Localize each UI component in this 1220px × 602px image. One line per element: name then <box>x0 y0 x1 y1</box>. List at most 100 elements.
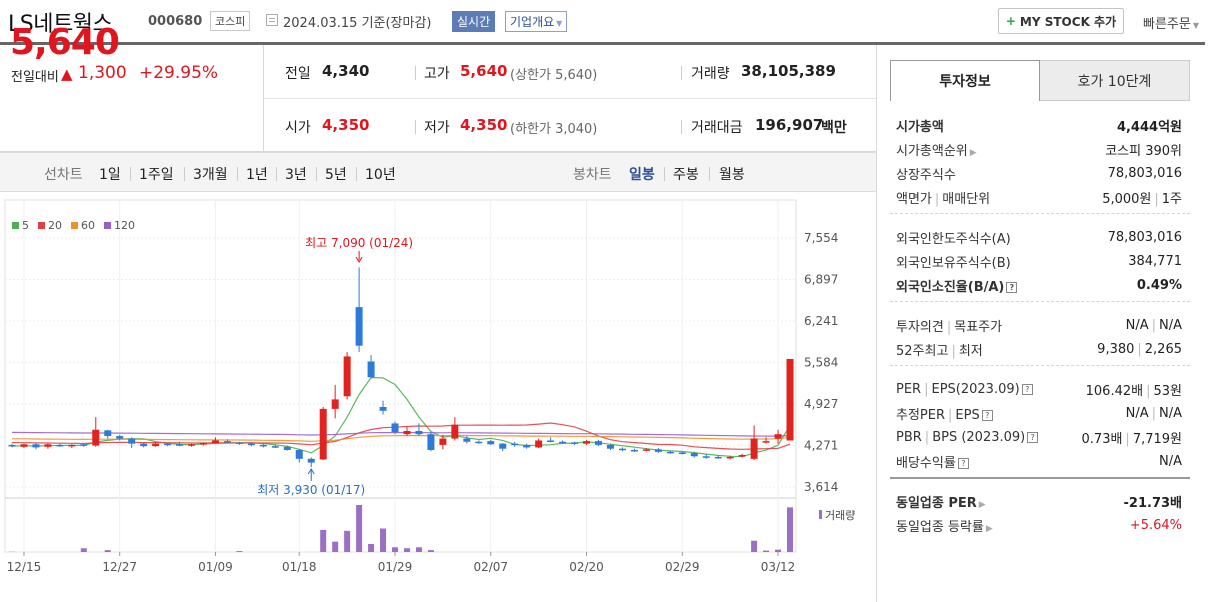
invest-row-label: 투자의견 | 목표주가 <box>896 316 1002 335</box>
invest-row: 시가총액순위 ▶ 코스피 390위 <box>896 137 1182 161</box>
label-text: 목표주가 <box>954 319 1003 335</box>
chevron-down-icon: ▼ <box>1192 21 1199 30</box>
candle-body <box>176 444 184 446</box>
period-1d[interactable]: 1일 <box>99 167 121 183</box>
chevron-down-icon: ▼ <box>556 19 563 28</box>
chevron-right-icon[interactable]: ▶ <box>985 523 993 534</box>
invest-row-value: 4,444억원 <box>1117 116 1182 135</box>
x-tick-label: 02/20 <box>569 560 604 574</box>
invest-row: 동일업종 등락률 ▶ +5.64% <box>896 513 1182 537</box>
invest-row-value: 코스피 390위 <box>1105 140 1182 159</box>
high-label: 고가 <box>424 66 450 82</box>
volume-legend-swatch <box>819 510 822 519</box>
invest-row: PER | EPS(2023.09)? 106.42배 | 53원 <box>896 377 1182 401</box>
label-text: 추정PER <box>896 407 946 423</box>
prev-close-label: 전일 <box>285 66 311 82</box>
candle-daily[interactable]: 일봉 <box>629 167 655 183</box>
market-badge: 코스피 <box>210 11 251 31</box>
company-overview-dropdown[interactable]: 기업개요 ▼ <box>505 11 568 32</box>
separator: | <box>934 191 940 207</box>
legend-label: 20 <box>48 219 62 232</box>
candle-body <box>319 408 327 460</box>
separator: | <box>1137 341 1142 357</box>
invest-row-value: 0.73배 | 7,719원 <box>1082 428 1182 447</box>
candle-body <box>786 358 794 441</box>
ma-line-60 <box>11 434 791 442</box>
candle-body <box>259 444 267 447</box>
label-text: 시가총액순위 <box>896 143 968 159</box>
period-3m[interactable]: 3개월 <box>193 167 228 183</box>
divider <box>263 98 876 99</box>
candle-body <box>714 456 722 459</box>
chevron-right-icon[interactable]: ▶ <box>978 499 986 510</box>
y-tick-label: 5,584 <box>804 356 838 370</box>
help-icon[interactable]: ? <box>981 409 993 421</box>
separator <box>681 120 682 134</box>
invest-row: 외국인보유주식수(B) 384,771 <box>896 249 1182 273</box>
value-text: 2,265 <box>1144 341 1182 357</box>
value-text: N/A <box>1125 317 1149 333</box>
candle-body <box>211 440 219 444</box>
period-1w[interactable]: 1주일 <box>139 167 174 183</box>
invest-row: 동일업종 PER ▶ -21.73배 <box>896 489 1182 513</box>
help-icon[interactable]: ? <box>1027 431 1039 443</box>
period-5y[interactable]: 5년 <box>325 167 347 183</box>
tab-order-book[interactable]: 호가 10단계 <box>1040 60 1190 101</box>
invest-row-value: 5,000원 | 1주 <box>1102 188 1182 207</box>
add-my-stock-button[interactable]: + MY STOCK 추가 <box>998 8 1124 34</box>
value-text: 0.49% <box>1136 277 1182 293</box>
x-tick-label: 01/29 <box>378 560 413 574</box>
help-icon[interactable]: ? <box>1006 281 1018 293</box>
separator <box>276 167 277 181</box>
candle-body <box>678 452 686 454</box>
chevron-right-icon[interactable]: ▶ <box>969 147 977 158</box>
candle-body <box>583 441 591 444</box>
label-text: 시가총액 <box>896 119 944 135</box>
volume-bar <box>236 551 243 552</box>
candle-body <box>8 444 16 447</box>
realtime-button[interactable]: 실시간 <box>452 11 496 32</box>
candle-weekly[interactable]: 주봉 <box>673 167 699 183</box>
invest-row: 외국인한도주식수(A) 78,803,016 <box>896 225 1182 249</box>
candle-body <box>68 444 76 447</box>
label-text: 동일업종 등락률 <box>896 519 984 535</box>
separator: | <box>1146 383 1151 399</box>
volume-bar <box>403 548 410 552</box>
candle-body <box>439 438 447 445</box>
section-divider <box>890 477 1190 479</box>
invest-row-label: 상장주식수 <box>896 164 956 183</box>
volume-bar <box>368 544 375 552</box>
label-text: 배당수익률 <box>896 455 956 471</box>
legend-label: 120 <box>114 219 135 232</box>
period-3y[interactable]: 3년 <box>285 167 307 183</box>
candle-body <box>499 443 507 449</box>
price-chart[interactable]: 3,614 4,271 4,927 5,584 6,241 6,897 7,554 12/15… <box>0 195 876 602</box>
legend-item: 5 <box>12 219 29 232</box>
invest-row: 52주최고 | 최저 9,380 | 2,265 <box>896 337 1182 361</box>
candle-body <box>331 399 339 409</box>
y-tick-label: 4,271 <box>804 438 838 452</box>
help-icon[interactable]: ? <box>1021 383 1033 395</box>
volume-bar <box>344 530 351 552</box>
candle-body <box>606 444 614 449</box>
candle-body <box>618 448 626 451</box>
candle-body <box>427 434 435 450</box>
label-text: 외국인소진율(B/A) <box>896 279 1005 295</box>
period-1y[interactable]: 1년 <box>246 167 268 183</box>
candle-body <box>642 449 650 451</box>
stock-name: LS네트웍스 <box>8 12 113 37</box>
label-text: 외국인보유주식수(B) <box>896 255 1011 271</box>
invest-row: 상장주식수 78,803,016 <box>896 161 1182 185</box>
legend-item: 120 <box>104 219 135 232</box>
period-10y[interactable]: 10년 <box>365 167 396 183</box>
label-text: PBR <box>896 429 922 445</box>
volume-label: 거래량 <box>825 509 855 522</box>
legend-swatch <box>71 222 78 229</box>
tab-invest-info[interactable]: 투자정보 <box>890 60 1040 101</box>
volume-label: 거래량 <box>691 66 730 82</box>
help-icon[interactable]: ? <box>957 457 969 469</box>
candle-monthly[interactable]: 월봉 <box>719 167 745 183</box>
quick-order-dropdown[interactable]: 빠른주문 ▼ <box>1143 17 1199 32</box>
prev-close-value: 4,340 <box>322 62 370 80</box>
candle-body <box>690 453 698 457</box>
